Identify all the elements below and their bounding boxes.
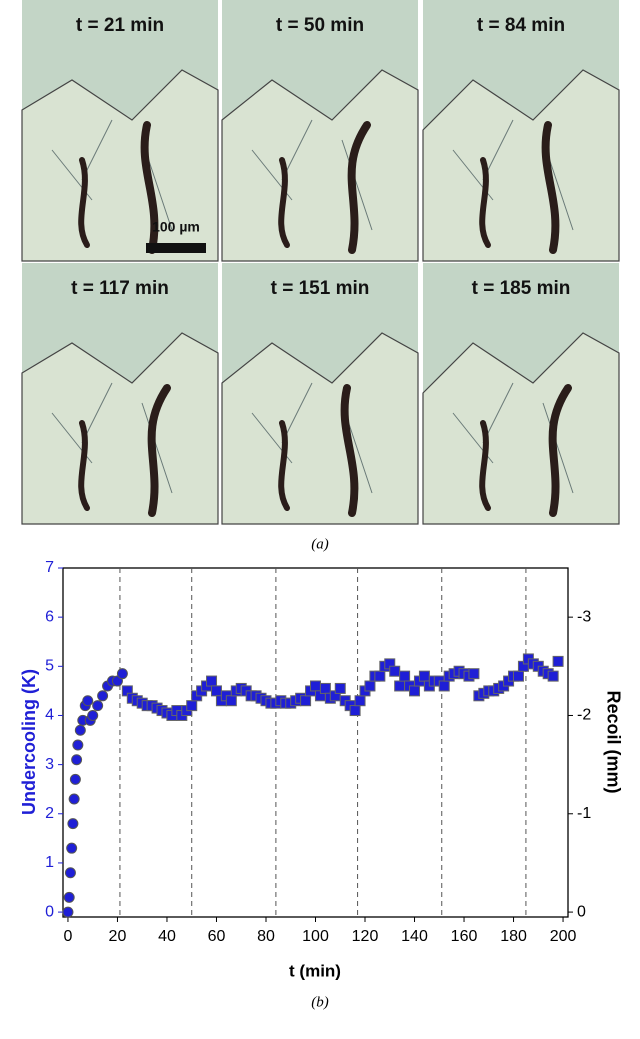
x-tick-label: 140: [401, 928, 428, 945]
data-point: [72, 739, 84, 751]
data-point: [300, 695, 312, 707]
x-tick-label: 40: [158, 928, 176, 945]
data-point: [389, 665, 401, 677]
crystal-region: [422, 332, 620, 525]
time-label: t = 84 min: [477, 15, 565, 36]
liquid-channel: [347, 121, 371, 254]
data-point: [394, 680, 406, 692]
y-tick-label: 7: [45, 559, 54, 576]
data-point: [97, 690, 109, 702]
time-label: t = 50 min: [276, 15, 364, 36]
y-tick-label: 6: [45, 608, 54, 625]
y2-tick-label: 0: [577, 903, 586, 920]
data-point: [67, 818, 79, 830]
data-point: [409, 685, 421, 697]
crystal-region: [422, 69, 620, 262]
y2-tick-label: -2: [577, 707, 591, 724]
liquid-channel: [78, 157, 90, 248]
data-point: [82, 695, 94, 707]
y-tick-label: 3: [45, 756, 54, 773]
data-point: [210, 685, 222, 697]
x-tick-label: 60: [208, 928, 226, 945]
x-tick-label: 80: [257, 928, 275, 945]
time-label: t = 151 min: [271, 278, 370, 299]
liquid-channel: [479, 420, 491, 511]
scale-bar-label: 100 µm: [152, 219, 200, 235]
data-point: [64, 867, 76, 879]
scale-bar: [146, 243, 206, 253]
crystal-region: [21, 332, 219, 525]
data-point: [354, 695, 366, 707]
data-point: [63, 891, 75, 903]
y2-tick-label: -1: [577, 805, 591, 822]
y2-axis-label: Recoil (mm): [603, 690, 623, 793]
x-tick-label: 200: [550, 928, 577, 945]
liquid-channel: [78, 420, 90, 511]
caption: (b): [311, 994, 329, 1010]
x-tick-label: 120: [352, 928, 379, 945]
data-point: [71, 754, 83, 766]
x-tick-label: 180: [500, 928, 527, 945]
data-point: [68, 793, 80, 805]
crystal-region: [21, 69, 219, 262]
data-point: [349, 705, 361, 717]
data-point: [399, 670, 411, 682]
y-axis-label: Undercooling (K): [19, 669, 39, 815]
liquid-channel: [541, 121, 560, 254]
y2-tick-label: -3: [577, 608, 591, 625]
x-tick-label: 160: [451, 928, 478, 945]
y-tick-label: 2: [45, 805, 54, 822]
liquid-channel: [140, 121, 159, 254]
time-label: t = 21 min: [76, 15, 164, 36]
data-point: [547, 670, 559, 682]
liquid-channel: [278, 420, 290, 511]
data-point: [69, 773, 81, 785]
y-tick-label: 5: [45, 658, 54, 675]
y-tick-label: 1: [45, 854, 54, 871]
time-label: t = 185 min: [472, 278, 571, 299]
data-point: [66, 842, 78, 854]
x-tick-label: 20: [109, 928, 127, 945]
data-point: [186, 700, 198, 712]
data-point: [87, 709, 99, 721]
y-tick-label: 0: [45, 903, 54, 920]
data-point: [92, 700, 104, 712]
data-point: [438, 680, 450, 692]
data-point: [206, 675, 218, 687]
crystal-region: [221, 69, 419, 262]
crystal-region: [221, 332, 419, 525]
data-point: [374, 670, 386, 682]
x-tick-label: 0: [63, 928, 72, 945]
liquid-channel: [340, 384, 359, 517]
y-tick-label: 4: [45, 707, 54, 724]
liquid-channel: [479, 157, 491, 248]
data-point: [116, 668, 128, 680]
data-point: [310, 680, 321, 692]
plot-frame: [62, 567, 569, 918]
data-point: [418, 670, 430, 682]
x-tick-label: 100: [302, 928, 329, 945]
data-point: [74, 724, 86, 736]
data-point: [319, 682, 331, 694]
data-point: [334, 682, 346, 694]
liquid-channel: [147, 384, 171, 517]
time-label: t = 117 min: [71, 278, 169, 299]
liquid-channel: [548, 384, 572, 517]
data-point: [512, 670, 524, 682]
data-point: [552, 655, 564, 667]
caption: (a): [311, 536, 329, 552]
data-point: [62, 906, 74, 918]
data-point: [364, 680, 376, 692]
x-axis-label: t (min): [289, 961, 341, 980]
data-point: [225, 695, 237, 707]
liquid-channel: [278, 157, 290, 248]
data-point: [468, 668, 480, 680]
